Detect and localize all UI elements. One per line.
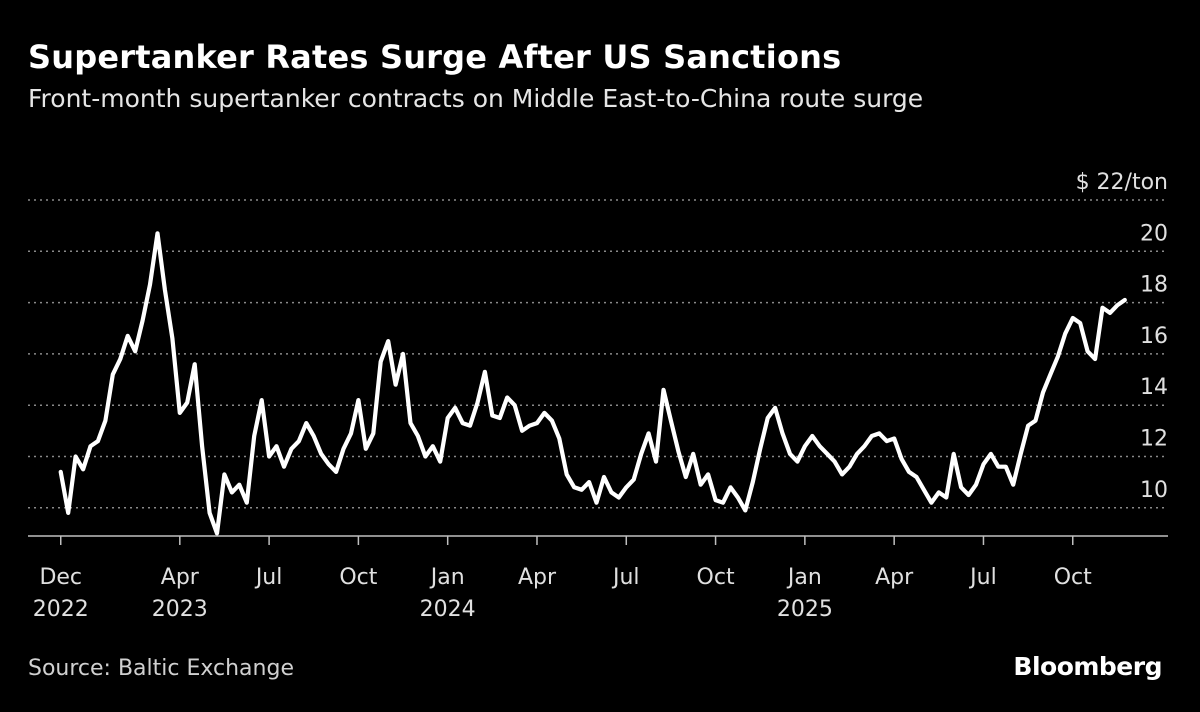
x-tick-label: Jan bbox=[429, 565, 465, 590]
x-tick-year-label: 2025 bbox=[777, 597, 833, 622]
y-tick-label: 12 bbox=[1140, 426, 1168, 451]
x-tick-year-label: 2024 bbox=[420, 597, 476, 622]
x-tick-label: Oct bbox=[339, 565, 377, 590]
y-tick-label: 10 bbox=[1140, 478, 1168, 503]
x-tick-label: Apr bbox=[518, 565, 557, 590]
x-tick-label: Jan bbox=[786, 565, 822, 590]
x-tick-label: Oct bbox=[697, 565, 735, 590]
y-tick-label: 16 bbox=[1140, 324, 1168, 349]
x-tick-year-label: 2023 bbox=[152, 597, 208, 622]
series-line bbox=[58, 231, 1127, 536]
y-tick-label: 14 bbox=[1140, 375, 1168, 400]
bloomberg-logo: Bloomberg bbox=[1013, 652, 1162, 681]
y-tick-label: 18 bbox=[1140, 273, 1168, 298]
chart-title: Supertanker Rates Surge After US Sanctio… bbox=[28, 38, 842, 76]
x-tick-label: Apr bbox=[161, 565, 200, 590]
x-tick-label: Jul bbox=[968, 565, 997, 590]
y-axis-labels: 10 12 14 16 18 20 $ 22/ton bbox=[1076, 170, 1168, 503]
source-note: Source: Baltic Exchange bbox=[28, 656, 294, 681]
grid-lines bbox=[28, 199, 1168, 509]
x-tick-label: Oct bbox=[1054, 565, 1092, 590]
x-tick-label: Apr bbox=[875, 565, 914, 590]
x-tick-year-label: 2022 bbox=[33, 597, 89, 622]
y-tick-label: 20 bbox=[1140, 221, 1168, 246]
x-tick-label: Jul bbox=[254, 565, 283, 590]
chart-subtitle: Front-month supertanker contracts on Mid… bbox=[28, 84, 924, 113]
y-tick-label: $ 22/ton bbox=[1076, 170, 1168, 195]
x-tick-label: Dec bbox=[39, 565, 82, 590]
x-axis-ticks: Dec 2022 Apr 2023 Jul Oct Jan 2024 Apr Jul Oct Jan 2… bbox=[33, 536, 1092, 622]
x-tick-label: Jul bbox=[611, 565, 640, 590]
